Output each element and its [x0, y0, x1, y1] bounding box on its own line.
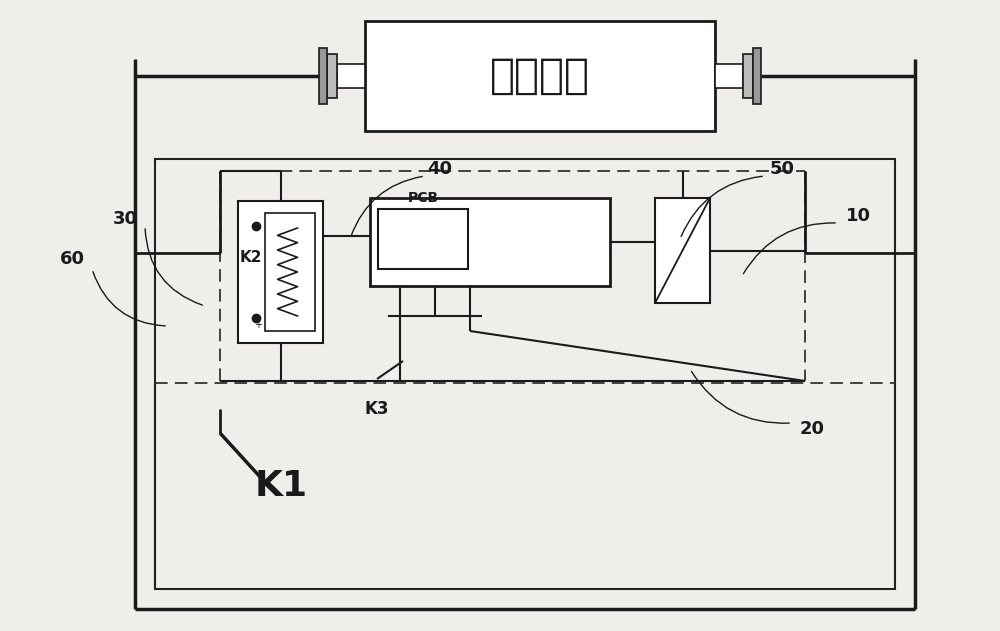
- Text: 电池模组: 电池模组: [490, 55, 590, 97]
- Bar: [370, 198, 610, 286]
- Bar: [327, 54, 337, 98]
- Text: +: +: [254, 320, 262, 330]
- Bar: [753, 48, 761, 104]
- Text: K2: K2: [240, 251, 262, 265]
- Bar: [155, 159, 895, 589]
- Text: 10: 10: [846, 207, 870, 225]
- Bar: [743, 54, 753, 98]
- Text: 40: 40: [428, 160, 453, 178]
- Bar: [265, 213, 315, 331]
- Bar: [655, 198, 710, 303]
- Text: 50: 50: [770, 160, 794, 178]
- Text: PCB: PCB: [407, 191, 439, 205]
- Text: 20: 20: [799, 420, 824, 438]
- Bar: [337, 64, 365, 88]
- Text: K1: K1: [255, 469, 308, 503]
- Text: K3: K3: [365, 400, 390, 418]
- Text: 30: 30: [112, 210, 138, 228]
- Bar: [365, 21, 715, 131]
- Bar: [319, 48, 327, 104]
- Text: 60: 60: [60, 250, 84, 268]
- Bar: [715, 64, 743, 88]
- Bar: [238, 201, 323, 343]
- Bar: [378, 209, 468, 269]
